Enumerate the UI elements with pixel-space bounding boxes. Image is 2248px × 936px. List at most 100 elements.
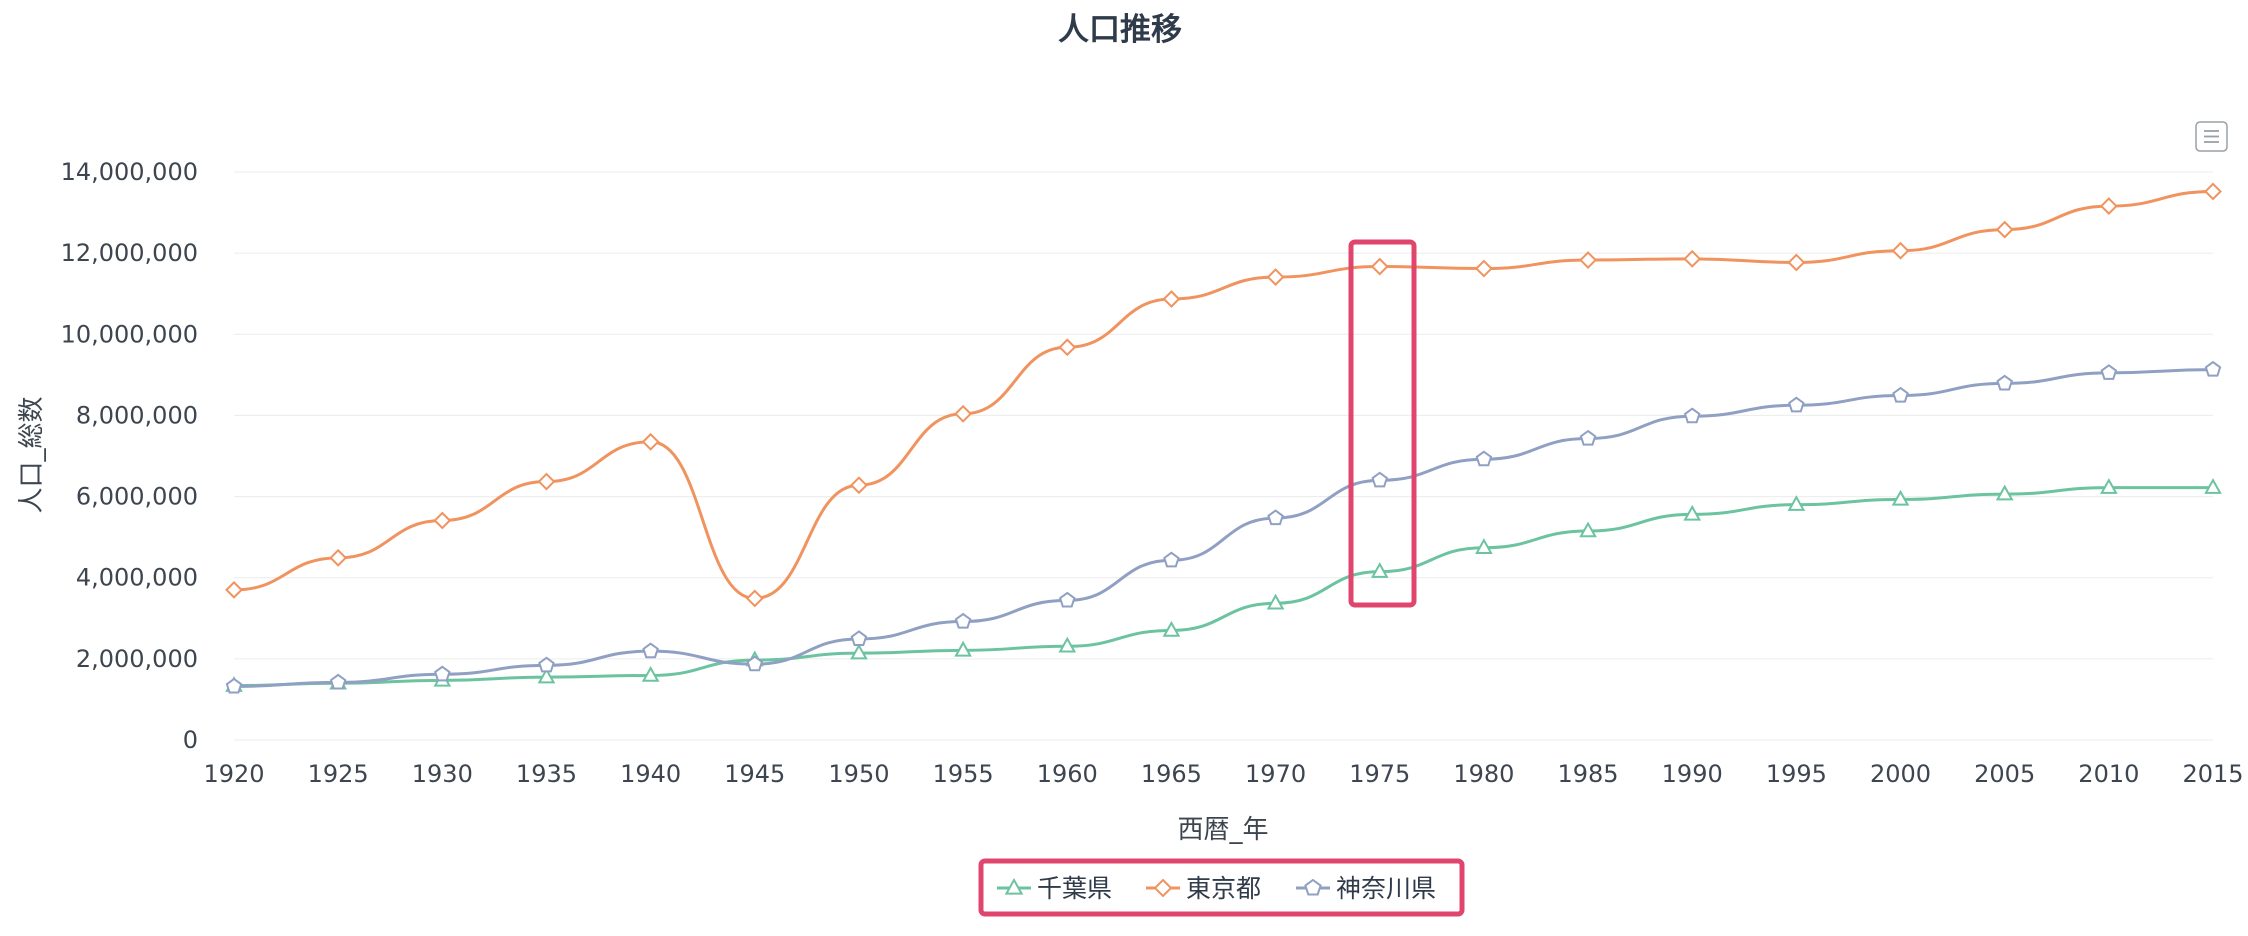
legend-marker (1004, 877, 1024, 895)
data-point[interactable] (329, 673, 347, 690)
legend-item-2[interactable]: 神奈川県 (1296, 874, 1436, 903)
data-point[interactable] (2204, 360, 2222, 377)
x-tick-label: 2005 (1974, 760, 2035, 788)
x-tick-label: 1980 (1453, 760, 1514, 788)
chart-title: 人口推移 (1058, 12, 1182, 48)
y-axis-title: 人口_総数 (17, 396, 47, 513)
x-tick-label: 1960 (1037, 760, 1098, 788)
legend-item-0[interactable]: 千葉県 (997, 874, 1112, 903)
x-tick-label: 1965 (1141, 760, 1202, 788)
data-point[interactable] (1995, 484, 2014, 501)
series-markers (225, 182, 2222, 694)
x-tick-label: 1925 (308, 760, 369, 788)
data-point[interactable] (538, 656, 555, 673)
data-point[interactable] (1579, 521, 1597, 538)
chart-menu-button[interactable] (2195, 121, 2228, 152)
data-point[interactable] (1058, 338, 1077, 357)
series-lines (233, 189, 2214, 688)
data-point[interactable] (954, 612, 972, 629)
data-point[interactable] (641, 665, 660, 682)
x-tick-label: 1935 (516, 760, 577, 788)
x-tick-label: 1945 (724, 760, 785, 788)
y-tick-label: 14,000,000 (61, 158, 198, 186)
data-point[interactable] (850, 476, 868, 495)
data-point[interactable] (1162, 290, 1181, 308)
data-point[interactable] (1162, 620, 1181, 637)
data-point[interactable] (642, 642, 659, 659)
x-tick-label: 1920 (203, 760, 264, 788)
data-point[interactable] (641, 432, 660, 451)
data-point[interactable] (954, 404, 973, 423)
legend-label: 東京都 (1186, 874, 1261, 903)
data-point[interactable] (2204, 478, 2222, 494)
legend[interactable]: 千葉県 東京都 神奈川県 (997, 874, 1436, 903)
data-point[interactable] (1787, 253, 1806, 272)
data-point[interactable] (1891, 241, 1910, 260)
y-tick-label: 6,000,000 (76, 483, 198, 511)
data-point[interactable] (2100, 364, 2118, 380)
series-line-2 (233, 368, 2214, 688)
data-point[interactable] (850, 630, 868, 647)
legend-item-1[interactable]: 東京都 (1146, 874, 1261, 903)
data-point[interactable] (1891, 489, 1910, 506)
data-point[interactable] (1683, 249, 1702, 268)
data-point[interactable] (1683, 407, 1701, 424)
grid-lines (234, 171, 2213, 741)
data-point[interactable] (1995, 220, 2014, 239)
data-point[interactable] (434, 665, 451, 682)
x-tick-label: 1955 (933, 760, 994, 788)
series-line-0 (233, 486, 2213, 688)
data-point[interactable] (1787, 495, 1806, 511)
x-tick-label: 1970 (1245, 760, 1306, 788)
legend-marker (1304, 878, 1322, 896)
data-point[interactable] (1266, 268, 1285, 286)
data-point[interactable] (225, 580, 243, 599)
data-point[interactable] (225, 677, 243, 694)
y-tick-label: 10,000,000 (61, 320, 198, 348)
data-point[interactable] (1475, 450, 1493, 467)
series-line-1 (233, 189, 2214, 600)
x-tick-label: 1940 (620, 760, 681, 788)
data-point[interactable] (1058, 591, 1076, 608)
data-point[interactable] (1579, 251, 1597, 269)
data-point[interactable] (537, 472, 556, 491)
y-tick-label: 4,000,000 (76, 564, 198, 592)
legend-label: 千葉県 (1037, 874, 1112, 903)
x-tick-label: 2015 (2182, 760, 2243, 788)
x-tick-label: 1950 (828, 760, 889, 788)
data-point[interactable] (1371, 471, 1389, 488)
data-point[interactable] (329, 548, 348, 567)
data-point[interactable] (1058, 636, 1077, 653)
y-tick-label: 12,000,000 (61, 239, 198, 267)
data-point[interactable] (2100, 478, 2118, 494)
data-point[interactable] (1370, 257, 1389, 276)
y-tick-label: 0 (183, 726, 198, 754)
data-point[interactable] (1683, 504, 1702, 521)
data-point[interactable] (1996, 374, 2013, 391)
x-axis-ticks: 1920 1925 1930 1935 1940 1945 1950 1955 1960 1965… (203, 760, 2243, 788)
data-point[interactable] (2204, 182, 2222, 201)
data-point[interactable] (1474, 259, 1493, 278)
data-point[interactable] (537, 667, 556, 684)
data-point[interactable] (1266, 593, 1285, 610)
data-point[interactable] (1788, 396, 1805, 413)
y-tick-label: 8,000,000 (76, 401, 198, 429)
data-point[interactable] (1267, 509, 1284, 526)
data-point[interactable] (1370, 562, 1389, 578)
highlight-box-1975 (1348, 239, 1417, 608)
data-point[interactable] (1475, 538, 1493, 554)
data-point[interactable] (745, 589, 764, 608)
y-tick-label: 2,000,000 (76, 645, 198, 673)
data-point[interactable] (746, 655, 764, 672)
data-point[interactable] (954, 640, 972, 657)
data-point[interactable] (1579, 429, 1597, 446)
data-point[interactable] (433, 511, 452, 530)
y-axis-ticks: 0 2,000,000 4,000,000 6,000,000 8,000,000 10,… (61, 158, 198, 754)
data-point[interactable] (1163, 551, 1180, 568)
data-point[interactable] (850, 643, 868, 660)
data-point[interactable] (2099, 197, 2118, 215)
x-tick-label: 1995 (1766, 760, 1827, 788)
legend-marker (1153, 878, 1173, 898)
data-point[interactable] (1892, 386, 1909, 403)
